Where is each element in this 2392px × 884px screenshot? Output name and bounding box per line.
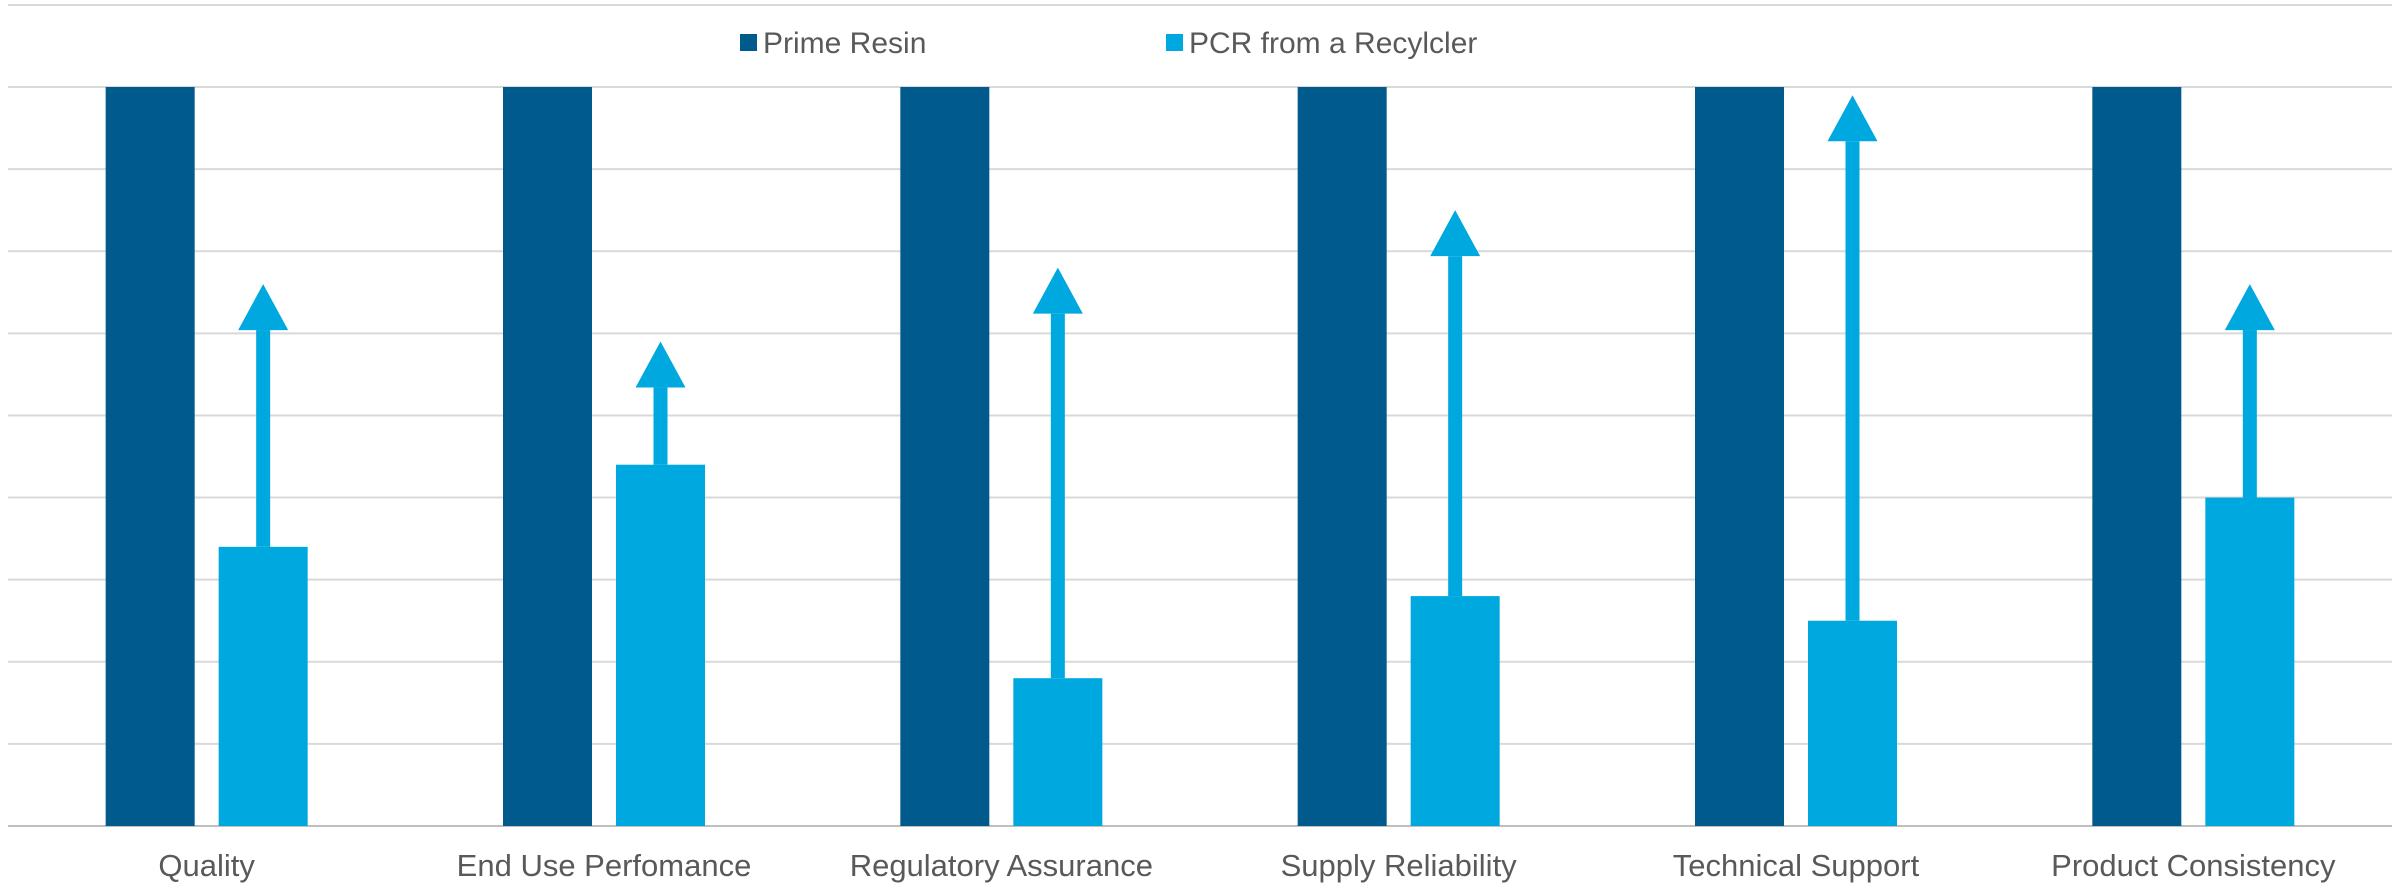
arrow-head: [635, 341, 686, 388]
bar-prime-resin: [1297, 87, 1387, 826]
legend-swatch-prime-resin: [740, 34, 757, 51]
arrow-head: [1827, 95, 1878, 142]
arrow-shaft: [1845, 141, 1860, 621]
category-labels: Quality End Use Perfomance Regulatory Assu…: [158, 848, 2336, 883]
arrow-head: [1430, 210, 1481, 257]
arrow-shaft: [1050, 313, 1065, 679]
arrows: [238, 95, 2275, 679]
legend: Prime Resin PCR from a Recylcler: [740, 27, 1477, 60]
bar-prime-resin: [503, 87, 592, 826]
bar-pcr: [616, 464, 705, 826]
arrow-head: [1032, 267, 1083, 314]
legend-label-pcr: PCR from a Recylcler: [1189, 27, 1477, 60]
legend-swatch-pcr: [1166, 34, 1183, 51]
arrow-shaft: [2242, 330, 2257, 498]
category-label: End Use Perfomance: [457, 848, 752, 883]
category-label: Regulatory Assurance: [850, 848, 1153, 883]
bars: [105, 87, 2295, 826]
bar-pcr: [1013, 678, 1103, 826]
category-label: Quality: [158, 848, 255, 883]
arrow-head: [2224, 284, 2275, 331]
gridlines: [8, 4, 2392, 827]
arrow-shaft: [256, 330, 271, 547]
bar-prime-resin: [900, 87, 990, 826]
arrow-shaft: [653, 387, 668, 465]
arrow-shaft: [1448, 256, 1463, 597]
arrow-head: [238, 284, 289, 331]
bar-prime-resin: [105, 87, 195, 826]
bar-pcr: [1808, 620, 1897, 826]
bar-pcr: [218, 546, 308, 826]
legend-label-prime-resin: Prime Resin: [763, 27, 926, 60]
bar-prime-resin: [1695, 87, 1784, 826]
category-label: Technical Support: [1673, 848, 1920, 883]
bar-pcr: [2205, 497, 2295, 826]
bar-prime-resin: [2092, 87, 2182, 826]
category-label: Product Consistency: [2051, 848, 2336, 883]
category-label: Supply Reliability: [1281, 848, 1518, 883]
bar-pcr: [1410, 596, 1500, 826]
